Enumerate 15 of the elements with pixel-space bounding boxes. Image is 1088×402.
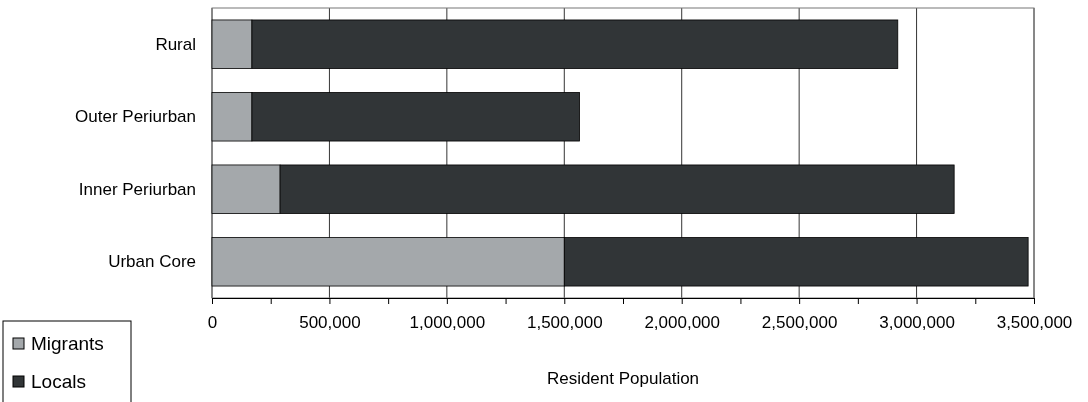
x-tick-label: 500,000 [299,313,361,333]
x-tick-label: 3,000,000 [879,313,955,333]
y-tick-label: Urban Core [108,252,196,272]
x-axis-title: Resident Population [546,369,700,388]
x-tick-label: 3,500,000 [996,313,1073,333]
x-tick-label: 2,000,000 [644,313,721,333]
x-tick-label: 2,500,000 [761,313,838,333]
y-tick-label: Outer Periurban [75,107,196,127]
legend-label: Migrants [31,333,104,354]
y-tick-label: Rural [155,34,196,54]
y-tick-label: Inner Periurban [78,179,196,199]
x-tick-label: 1,500,000 [526,313,603,333]
legend-label: Locals [31,371,86,392]
x-tick-label: 1,000,000 [409,313,486,333]
x-tick-label: 0 [207,313,218,333]
